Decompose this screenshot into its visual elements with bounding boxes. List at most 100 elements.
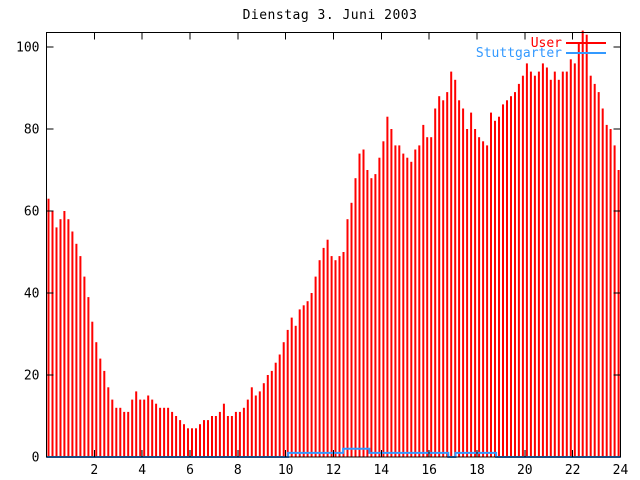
x-tick-label: 8 <box>234 463 242 478</box>
impulse-bar <box>226 416 229 457</box>
impulse-bar <box>230 416 233 457</box>
impulse-bar <box>394 145 397 457</box>
impulse-bar <box>414 149 417 457</box>
impulse-bar <box>374 174 377 457</box>
impulse-bar <box>358 153 361 457</box>
impulse-bar <box>107 387 110 457</box>
impulse-bar <box>282 342 285 457</box>
x-tick-label: 6 <box>186 463 194 478</box>
impulse-bar <box>506 100 508 458</box>
impulse-bar <box>446 92 449 457</box>
impulse-bar <box>71 231 74 457</box>
impulse-bar <box>438 96 441 457</box>
impulse-bar <box>83 276 86 457</box>
impulse-bar <box>334 260 337 457</box>
impulse-bar <box>151 399 154 457</box>
impulse-bar <box>270 370 273 457</box>
impulse-bar <box>426 137 429 457</box>
impulse-bar <box>494 120 496 458</box>
impulse-bar <box>183 424 185 457</box>
impulse-bar <box>561 71 564 457</box>
impulse-bar <box>450 71 453 457</box>
y-tick-label: 20 <box>24 369 40 384</box>
y-tick-label: 0 <box>32 451 40 466</box>
impulse-bar <box>482 141 485 458</box>
impulse-bar <box>187 428 189 457</box>
impulse-bar <box>155 403 158 457</box>
impulse-bar <box>410 161 413 458</box>
impulse-bar <box>521 75 524 457</box>
impulse-bar <box>139 399 142 457</box>
impulse-bar <box>354 178 357 457</box>
impulse-bar <box>242 407 245 457</box>
impulse-bar <box>135 391 138 457</box>
impulse-bar <box>119 407 122 457</box>
chart-title: Dienstag 3. Juni 2003 <box>243 8 418 23</box>
impulse-bar <box>454 79 457 458</box>
impulse-bar <box>55 227 58 457</box>
impulse-bar <box>286 329 289 457</box>
impulse-bar <box>254 395 257 457</box>
impulse-bar <box>362 149 365 457</box>
impulse-bar <box>370 178 373 457</box>
impulse-bar <box>199 424 201 457</box>
impulse-bar <box>67 219 70 457</box>
impulse-bar <box>211 416 213 457</box>
stuttgarter-series-steps <box>46 447 621 458</box>
y-tick-label: 80 <box>24 123 40 138</box>
impulse-bar <box>167 407 170 457</box>
impulse-bar <box>585 34 588 457</box>
impulse-bar <box>163 407 166 457</box>
impulse-bar <box>330 256 333 457</box>
impulse-bar <box>75 243 78 457</box>
impulse-bar <box>462 108 465 457</box>
impulse-bar <box>581 30 584 457</box>
impulse-bar <box>143 399 146 457</box>
impulse-bar <box>593 83 596 458</box>
impulse-bar <box>537 71 540 457</box>
impulse-bar <box>262 383 265 457</box>
impulse-bar <box>573 63 576 458</box>
impulse-bar <box>207 420 209 457</box>
impulse-bar <box>191 428 193 457</box>
impulse-bar <box>314 276 317 457</box>
impulse-bar <box>422 124 425 458</box>
impulse-bar <box>533 75 536 457</box>
impulse-bar <box>87 297 90 457</box>
impulse-bar <box>458 100 461 458</box>
impulse-bar <box>266 375 269 457</box>
impulse-bar <box>386 116 389 457</box>
impulse-bar <box>79 256 82 457</box>
impulse-bar <box>179 420 182 457</box>
impulse-bar <box>553 71 556 457</box>
impulse-bar <box>597 92 600 457</box>
impulse-bar <box>306 301 309 457</box>
impulse-bar <box>565 71 568 457</box>
impulse-bar <box>549 79 552 458</box>
impulse-bar <box>278 354 281 457</box>
impulse-bar <box>115 407 118 457</box>
impulse-bar <box>131 399 134 457</box>
impulse-bar <box>617 170 620 457</box>
impulse-bar <box>398 145 401 457</box>
impulse-bar <box>525 63 528 458</box>
x-tick-label: 20 <box>517 463 533 478</box>
impulse-bar <box>557 79 560 458</box>
impulse-bar <box>478 137 481 457</box>
x-axis-ticks: 2 4 6 8 10 12 14 16 18 20 22 24 <box>90 32 628 478</box>
impulse-bar <box>502 104 504 458</box>
impulse-bar <box>346 219 349 457</box>
impulse-bar <box>214 416 217 457</box>
impulse-bar <box>470 112 473 457</box>
impulse-bar <box>466 129 469 457</box>
impulse-bar <box>609 129 612 457</box>
impulse-bar <box>195 428 197 457</box>
x-tick-label: 22 <box>565 463 581 478</box>
impulse-bar <box>95 342 98 457</box>
impulse-bar <box>222 403 225 457</box>
impulse-bar <box>342 252 345 457</box>
impulse-bar <box>382 141 385 458</box>
impulse-bar <box>175 416 178 457</box>
impulse-bar <box>589 75 592 457</box>
